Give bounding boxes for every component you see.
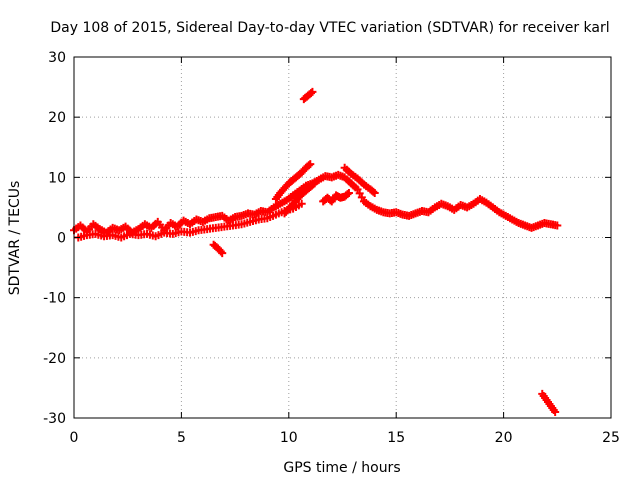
x-tick-label: 10 [280,430,298,446]
y-tick-label: -30 [43,411,66,427]
x-tick-label: 0 [70,430,79,446]
data-point [309,180,318,189]
y-tick-label: 0 [57,231,66,247]
data-point [306,89,315,98]
data-series [70,170,562,237]
data-point [310,179,319,188]
data-point [218,249,227,258]
data-series [209,240,227,258]
data-points [70,87,562,416]
y-tick-label: -20 [43,351,66,367]
data-point [304,161,313,170]
y-tick-label: 20 [48,110,66,126]
data-point [343,190,352,199]
data-point [553,221,562,230]
data-series [299,87,317,104]
axis-ticks: 0 5 10 15 20 25 -30 -20 -10 0 10 20 30 [43,50,620,446]
data-point [344,188,353,197]
x-tick-label: 15 [387,430,405,446]
data-point [308,87,317,96]
x-tick-label: 25 [602,430,620,446]
data-point [551,407,560,416]
data-point [370,188,379,197]
data-point [297,199,306,208]
data-point [306,160,315,169]
x-tick-label: 5 [177,430,186,446]
title-group: Day 108 of 2015, Sidereal Day-to-day VTE… [50,20,609,36]
data-point [369,187,378,196]
x-axis-label: GPS time / hours [283,460,400,476]
y-tick-label: 30 [48,50,66,66]
data-series [538,389,560,416]
data-series [319,188,353,206]
chart-title: Day 108 of 2015, Sidereal Day-to-day VTE… [50,20,609,36]
y-axis-label: SDTVAR / TECUs [7,181,23,296]
data-series [271,160,315,203]
data-series [340,163,379,197]
data-point [353,185,362,194]
x-tick-label: 20 [495,430,513,446]
data-point [216,247,225,256]
data-series [74,199,306,242]
grid-lines [74,57,611,418]
data-point [355,189,364,198]
y-tick-label: -10 [43,291,66,307]
data-series [280,179,319,218]
y-tick-label: 10 [48,170,66,186]
data-point [357,193,366,202]
